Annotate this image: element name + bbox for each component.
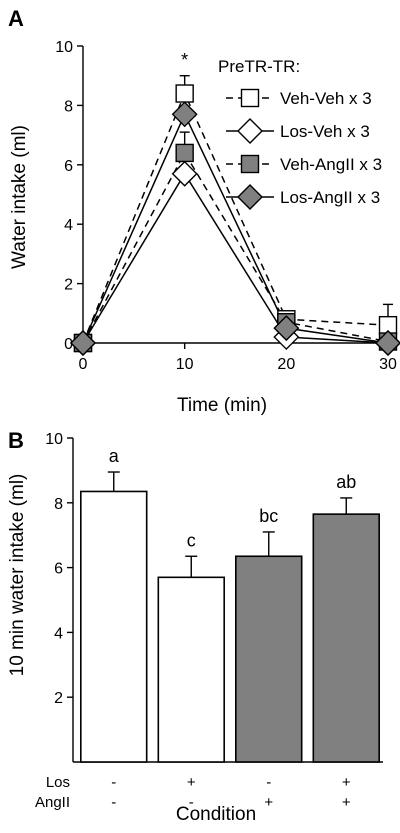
series-line-1 [82,172,389,344]
condition-value: + [342,794,351,811]
legend-entry: Los-Veh x 3 [280,122,370,141]
legend-marker [237,184,263,210]
condition-value: + [264,794,273,811]
y-tick-label: 0 [64,336,73,353]
y-tick-label: 6 [54,561,63,578]
data-point [375,330,400,356]
x-tick-label: 30 [379,356,397,373]
y-tick-label: 6 [64,158,73,175]
data-point [171,101,198,128]
panel-b-label: B [8,428,24,453]
legend-title: PreTR-TR: [218,57,300,76]
panel-a: A 0 2 4 6 8 10 0 10 20 30 * PreTR-TR: Veh-Veh x 3… [8,6,400,416]
data-point [175,84,194,103]
bar-letter: bc [259,506,278,526]
data-point [70,330,96,356]
series-line-3 [82,112,389,344]
series-line-2 [82,151,389,344]
bar [235,555,303,763]
panel-a-axes: 0 2 4 6 8 10 0 10 20 30 [55,39,397,373]
bar [312,513,380,763]
significance-marker: * [181,50,188,70]
condition-value: + [342,774,351,791]
legend-entry: Veh-Veh x 3 [280,89,372,108]
y-tick-label: 4 [54,625,63,642]
y-axis-label: Water intake (ml) [9,125,30,269]
bar-letter: ab [336,472,356,492]
bar [157,576,225,763]
x-tick-label: 10 [176,356,194,373]
y-tick-label: 2 [54,690,63,707]
y-tick-label: 8 [54,496,63,513]
x-axis-label: Time (min) [177,395,267,416]
condition-value: - [266,774,271,791]
x-tick-label: 0 [79,356,88,373]
series-line-0 [82,91,389,344]
legend-marker [240,154,260,174]
legend-entry: Veh-AngII x 3 [280,155,382,174]
data-point [171,160,198,187]
panel-a-series [70,74,400,356]
bar-letter: c [187,530,196,550]
x-axis-label: Condition [176,804,256,825]
bar [80,490,148,763]
y-tick-label: 8 [64,98,73,115]
legend-entry: Los-AngII x 3 [280,188,380,207]
legend-marker [240,88,260,108]
y-tick-label: 10 [45,431,63,448]
condition-row-label: Los [46,774,70,791]
panel-b: B 2 4 6 8 10 a c bc ab Los - + - + AngII - - + + 10 min … [7,428,383,825]
condition-table: Los - + - + AngII - - + + [35,774,351,811]
panel-a-label: A [8,6,24,31]
condition-value: - [111,794,116,811]
y-axis-label: 10 min water intake (ml) [7,474,28,677]
panel-b-bars: a c bc ab [80,446,380,763]
data-point [175,143,194,163]
y-tick-label: 4 [64,217,73,234]
data-point [273,315,300,342]
panel-a-legend: PreTR-TR: Veh-Veh x 3 Los-Veh x 3 Veh-AngI… [218,57,382,210]
condition-value: + [187,774,196,791]
legend-marker [237,118,263,144]
y-tick-label: 10 [55,39,73,56]
condition-row-label: AngII [35,794,70,811]
y-tick-label: 2 [64,277,73,294]
condition-value: - [111,774,116,791]
x-tick-label: 20 [277,356,295,373]
bar-letter: a [109,446,120,466]
condition-value: - [189,794,194,811]
